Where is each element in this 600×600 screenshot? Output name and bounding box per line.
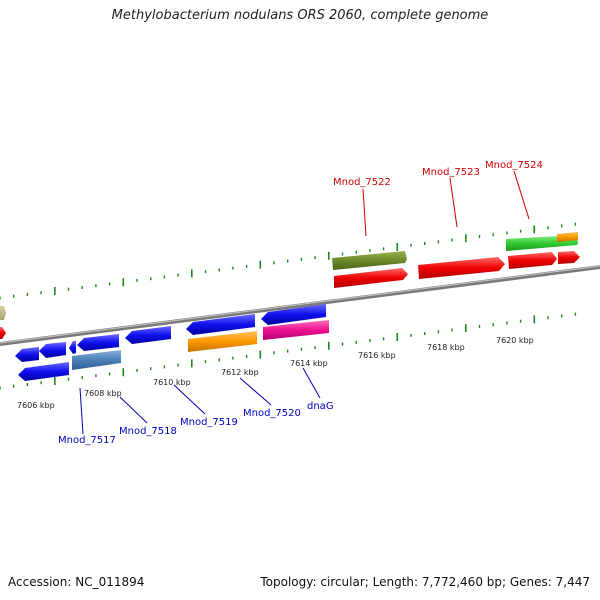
gene-orange-small[interactable] xyxy=(557,232,578,242)
leader-line xyxy=(449,177,458,228)
genome-backbone xyxy=(0,265,600,346)
gene-blue-1[interactable] xyxy=(15,347,39,362)
genome-backbone-highlight xyxy=(0,265,600,344)
tick-label: 7616 kbp xyxy=(358,351,396,360)
leader-line xyxy=(239,377,272,406)
gene-label-mnod-7523[interactable]: Mnod_7523 xyxy=(422,167,480,178)
gene-mnod-7522-olive[interactable] xyxy=(332,251,407,270)
gene-blue-2[interactable] xyxy=(39,342,66,358)
feature-tan-partial[interactable] xyxy=(0,306,6,320)
gene-blue-small[interactable] xyxy=(69,341,76,354)
gene-label-mnod-7520[interactable]: Mnod_7520 xyxy=(243,408,301,419)
gene-label-mnod-7518[interactable]: Mnod_7518 xyxy=(119,426,177,437)
reverse-gene-labels xyxy=(79,367,321,435)
gene-mnod-7520[interactable] xyxy=(261,304,326,325)
gene-mnod-7522[interactable] xyxy=(334,268,408,288)
tick-label: 7614 kbp xyxy=(290,359,328,368)
leader-line xyxy=(302,367,321,399)
gene-blue-3[interactable] xyxy=(77,334,119,351)
reverse-features xyxy=(15,304,329,381)
gene-orange[interactable] xyxy=(188,331,257,352)
tick-label: 7610 kbp xyxy=(153,378,191,387)
tick-label: 7618 kbp xyxy=(427,343,465,352)
leader-line xyxy=(513,170,530,220)
gene-mnod-7519[interactable] xyxy=(186,314,255,335)
genome-title: Methylobacterium nodulans ORS 2060, comp… xyxy=(111,8,489,23)
leader-line xyxy=(362,188,367,237)
forward-gene-labels xyxy=(362,170,530,237)
leader-line xyxy=(173,384,206,415)
leader-line xyxy=(119,396,148,424)
topology-text: Topology: circular; Length: 7,772,460 bp… xyxy=(260,575,590,589)
tick-label: 7612 kbp xyxy=(221,368,259,377)
tick-label: 7606 kbp xyxy=(17,401,55,410)
gene-label-dnag[interactable]: dnaG xyxy=(307,401,334,412)
gene-mnod-7524[interactable] xyxy=(508,252,557,269)
tick-label: 7620 kbp xyxy=(496,336,534,345)
gene-label-mnod-7522[interactable]: Mnod_7522 xyxy=(333,177,391,188)
gene-dnag[interactable] xyxy=(263,320,329,340)
reverse-strand-ticks xyxy=(0,312,577,390)
gene-mnod-7517[interactable] xyxy=(18,362,69,381)
gene-blue-4[interactable] xyxy=(125,326,171,344)
forward-features xyxy=(0,232,580,339)
forward-strand-ticks xyxy=(0,222,577,300)
feature-red-partial[interactable] xyxy=(0,327,6,339)
gene-label-mnod-7519[interactable]: Mnod_7519 xyxy=(180,417,238,428)
leader-line xyxy=(79,387,84,435)
tick-labels: 7606 kbp 7608 kbp 7610 kbp 7612 kbp 7614… xyxy=(17,336,534,410)
gene-red-small[interactable] xyxy=(558,251,580,264)
gene-label-mnod-7524[interactable]: Mnod_7524 xyxy=(485,160,543,171)
gene-steel[interactable] xyxy=(72,350,121,370)
tick-label: 7608 kbp xyxy=(84,389,122,398)
gene-label-mnod-7517[interactable]: Mnod_7517 xyxy=(58,435,116,446)
gene-mnod-7523[interactable] xyxy=(418,257,505,279)
accession-text: Accession: NC_011894 xyxy=(8,575,145,589)
